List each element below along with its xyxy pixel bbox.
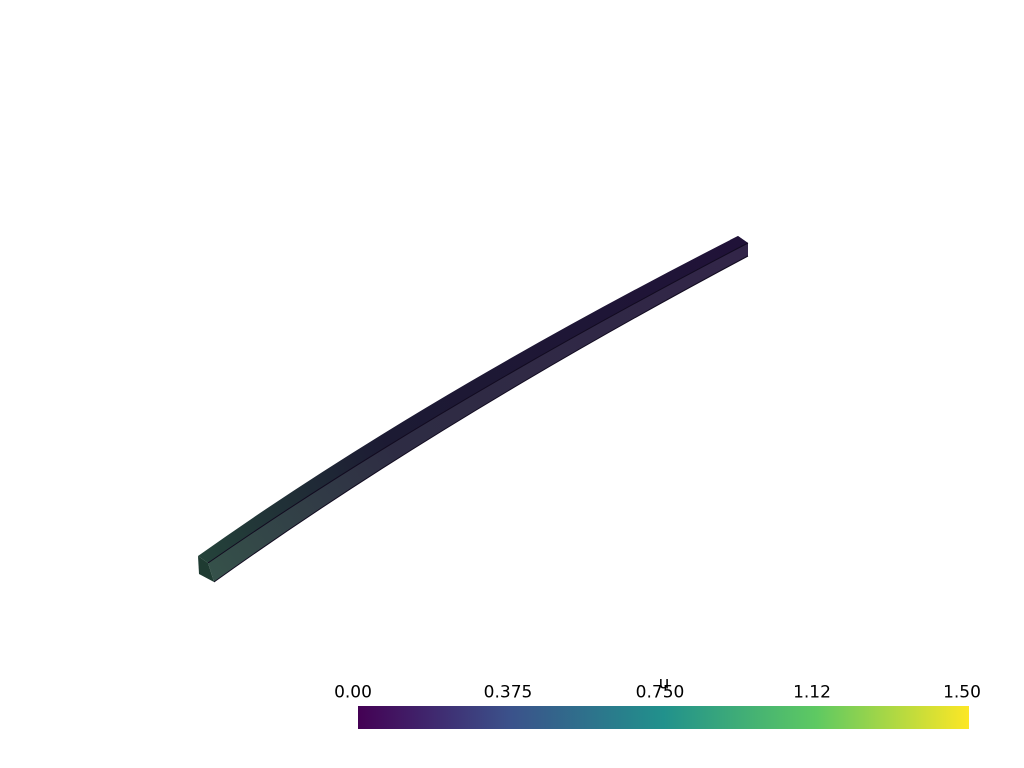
scalar-bar	[358, 706, 969, 729]
scalar-bar-tick-label: 0.375	[483, 682, 533, 703]
beam-edge	[207, 242, 749, 564]
scalar-bar-gradient	[358, 706, 969, 729]
beam-fixed-end-face	[198, 556, 214, 582]
scalar-bar-tick-label: 1.12	[793, 682, 831, 703]
beam-edge	[213, 255, 749, 583]
beam-side-face	[208, 243, 748, 582]
scalar-bar-tick-label: 1.50	[943, 682, 981, 703]
scalar-bar-title: u	[658, 673, 670, 694]
scalar-bar-tick-label: 0.00	[334, 682, 372, 703]
beam-free-end-cap	[730, 236, 748, 247]
beam-top-face	[198, 236, 748, 563]
scalar-bar-tick-label: 0.750	[635, 682, 685, 703]
